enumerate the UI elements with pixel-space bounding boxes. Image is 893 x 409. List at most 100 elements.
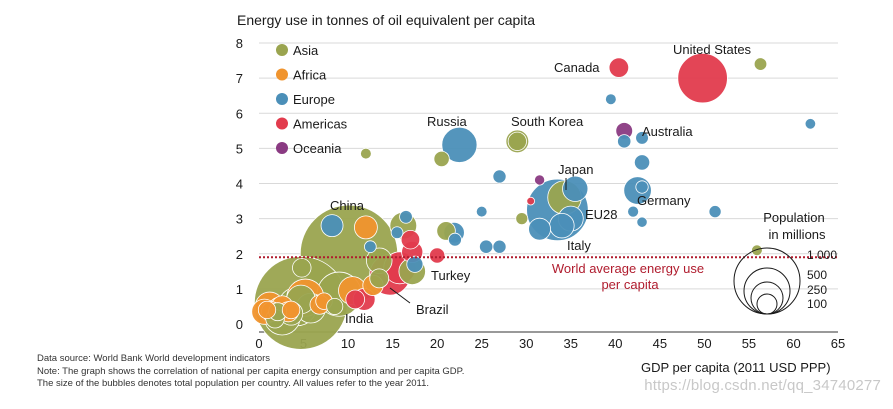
size-legend-circle: [756, 293, 778, 315]
bubble-canada: [608, 57, 630, 78]
label-germany: Germany: [637, 193, 691, 208]
x-tick-label: 30: [519, 336, 533, 351]
legend-marker-americas: [276, 117, 288, 130]
label-china: China: [330, 198, 365, 213]
bubble-venezuela: [400, 229, 421, 250]
label-italy: Italy: [567, 238, 591, 253]
bubble-belgium: [617, 134, 632, 149]
bubble-greece: [479, 239, 494, 254]
bubble-slovakia: [475, 205, 488, 218]
label-canada: Canada: [554, 60, 600, 75]
bubble-peru: [345, 289, 366, 310]
world-average-label: World average energy use: [552, 261, 704, 276]
bubble-portugal: [492, 239, 507, 254]
bubble-france: [562, 175, 589, 202]
y-tick-label: 8: [236, 36, 243, 51]
size-legend-value: 1 000: [807, 248, 837, 262]
chart-title: Energy use in tonnes of oil equivalent p…: [237, 12, 535, 28]
x-tick-label: 0: [255, 336, 262, 351]
y-tick-label: 3: [236, 212, 243, 227]
bubble-israel: [515, 212, 529, 226]
legend-label-asia: Asia: [293, 43, 319, 58]
label-brazil: Brazil: [416, 302, 449, 317]
x-tick-label: 40: [608, 336, 622, 351]
bubble-singapore: [751, 244, 763, 257]
size-legend-value: 250: [807, 283, 827, 297]
x-axis-ticks: 05101520253035404550556065: [255, 336, 845, 351]
x-axis-label: GDP per capita (2011 USD PPP): [641, 360, 831, 375]
bubble-bulgaria: [390, 226, 404, 239]
x-tick-label: 25: [474, 336, 488, 351]
bubble-turkmenistan: [360, 147, 372, 160]
legend-marker-africa: [276, 68, 288, 81]
size-legend-circle: [750, 281, 784, 315]
x-tick-label: 55: [742, 336, 756, 351]
label-turkey: Turkey: [431, 268, 471, 283]
bubble-sri-lanka: [326, 297, 344, 315]
label-australia: Australia: [642, 124, 693, 139]
legend-label-oceania: Oceania: [293, 141, 342, 156]
data-bubbles: [251, 52, 817, 350]
legend-label-europe: Europe: [293, 92, 335, 107]
bubble-russia: [441, 126, 478, 163]
bubble-united-arab-emirates: [753, 57, 768, 71]
bubble-iraq: [369, 268, 390, 289]
country-labels: China India United States Canada Russia …: [330, 42, 752, 326]
world-average-label-line2: per capita: [601, 277, 659, 292]
y-tick-label: 0: [236, 317, 243, 332]
x-tick-label: 45: [653, 336, 667, 351]
bubble-ghana: [281, 300, 301, 320]
x-tick-label: 60: [786, 336, 800, 351]
legend-label-africa: Africa: [293, 68, 327, 83]
bubble-switzerland: [708, 205, 722, 219]
x-tick-label: 15: [385, 336, 399, 351]
y-tick-label: 4: [236, 177, 243, 192]
size-legend-value: 100: [807, 297, 827, 311]
label-south-korea: South Korea: [511, 114, 584, 129]
y-tick-label: 6: [236, 106, 243, 121]
bubble-chile: [429, 247, 446, 264]
bubble-belarus: [399, 210, 413, 224]
x-tick-label: 50: [697, 336, 711, 351]
data-source-note: Data source: World Bank World developmen…: [37, 353, 271, 364]
bubble-austria: [635, 180, 649, 194]
legend-label-americas: Americas: [293, 117, 348, 132]
bubble-italy: [549, 212, 575, 239]
bubble-sweden: [635, 131, 649, 145]
brazil-leader-line: [389, 287, 411, 304]
bubble-romania: [406, 255, 424, 273]
bubble-serbia: [364, 240, 377, 254]
bubble-norway: [804, 118, 817, 130]
bubble-uzbekistan: [292, 258, 312, 278]
legend-marker-oceania: [276, 142, 288, 154]
bubble-ukraine: [320, 214, 344, 238]
x-tick-label: 10: [341, 336, 355, 351]
bubble-denmark: [627, 205, 640, 218]
size-legend-title: Population: [763, 210, 824, 225]
bubble-saudi-arabia: [507, 131, 527, 151]
bubble-trinidad-and-tobago: [526, 196, 535, 206]
x-tick-label: 35: [564, 336, 578, 351]
x-tick-label: 65: [831, 336, 845, 351]
label-india: India: [345, 311, 374, 326]
bubble-netherlands: [633, 154, 651, 171]
bubble-finland: [605, 93, 617, 105]
bubble-mozambique: [257, 300, 277, 320]
watermark-text: https://blog.csdn.net/qq_34740277: [644, 377, 881, 394]
footer-notes: Data source: World Bank World developmen…: [37, 353, 464, 391]
y-tick-label: 2: [236, 247, 243, 262]
bubble-south-africa: [353, 215, 378, 240]
y-tick-label: 1: [236, 282, 243, 297]
y-tick-label: 7: [236, 71, 243, 86]
x-tick-label: 20: [430, 336, 444, 351]
bubble-size-note: The size of the bubbles denotes total po…: [37, 378, 430, 389]
legend-marker-europe: [276, 93, 288, 105]
label-eu28: EU28: [585, 207, 618, 222]
bubble-czech-republic: [492, 169, 507, 184]
bubble-ireland: [636, 216, 648, 228]
legend-marker-asia: [276, 44, 288, 56]
bubble-hungary: [448, 232, 462, 247]
size-legend-title-line2: in millions: [768, 227, 826, 242]
